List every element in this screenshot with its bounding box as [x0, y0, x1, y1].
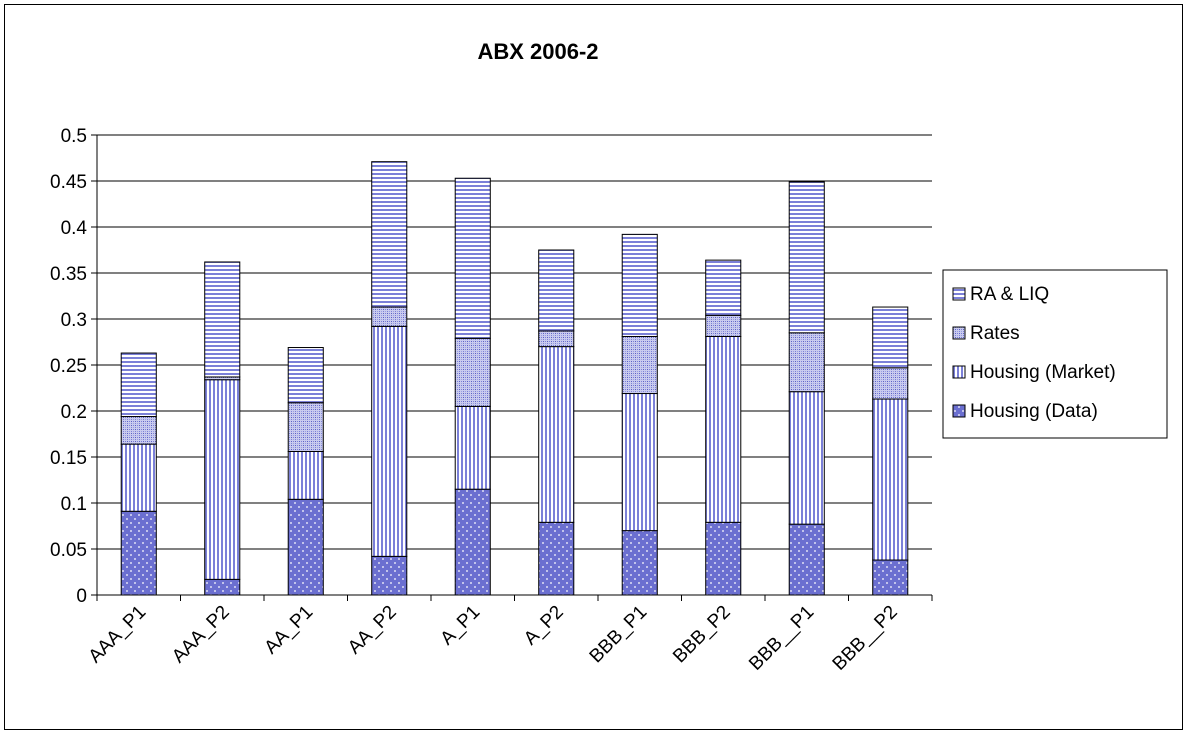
- bar-segment-housing-market: [538, 346, 575, 523]
- bar-segment-housing-market: [872, 398, 909, 561]
- bar-segment-rates: [538, 330, 575, 348]
- bar-segment-ra-liq: [705, 259, 742, 316]
- legend-label: Housing (Data): [970, 401, 1098, 422]
- bar-segment-rates: [705, 314, 742, 337]
- x-tick-label: A_P1: [437, 602, 485, 650]
- chart-frame: ABX 2006-2 0 0.05 0.1 0.15 0.2 0.25 0.3 0.35 0.4…: [4, 4, 1183, 730]
- bar-segment-ra-liq: [204, 261, 241, 378]
- x-tick-label: BBB_P2: [669, 602, 735, 668]
- legend-swatch: [952, 287, 966, 301]
- bar-segment-housing-data: [705, 521, 742, 596]
- bar-segment-housing-market: [120, 443, 157, 512]
- x-tick-label: AA_P1: [261, 602, 318, 659]
- bar-segment-ra-liq: [621, 233, 658, 337]
- bars: [120, 161, 909, 596]
- y-tick-label: 0.1: [61, 494, 87, 515]
- y-tick-label: 0.5: [61, 126, 87, 147]
- x-tick-label: A_P2: [520, 602, 568, 650]
- bar-segment-rates: [287, 402, 324, 452]
- bar-segment-housing-market: [204, 379, 241, 580]
- bar-segment-rates: [788, 332, 825, 393]
- x-tick-label: AA_P2: [344, 602, 401, 659]
- x-tick-label: AAA_P1: [85, 602, 151, 668]
- y-tick-label: 0.05: [50, 540, 87, 561]
- bar-segment-housing-data: [120, 510, 157, 596]
- bar-segment-housing-data: [538, 521, 575, 596]
- bar-segment-ra-liq: [287, 347, 324, 404]
- bar-segment-housing-data: [872, 559, 909, 596]
- y-tick-label: 0.35: [50, 264, 87, 285]
- x-tick-label: BBB__P2: [829, 602, 902, 675]
- y-axis: 0 0.05 0.1 0.15 0.2 0.25 0.3 0.35 0.4 0.45 0.5: [50, 126, 98, 607]
- y-tick-label: 0.4: [61, 218, 88, 239]
- bar-segment-rates: [120, 416, 157, 445]
- y-tick-label: 0.15: [50, 448, 87, 469]
- y-tick-label: 0.45: [50, 172, 87, 193]
- x-axis: AAA_P1 AAA_P2 AA_P1 AA_P2 A_P1 A_P2 BBB_P1 BBB_…: [85, 594, 933, 675]
- legend: RA & LIQ Rates Housing (Market) Housing (Da…: [942, 269, 1168, 439]
- bar-segment-ra-liq: [788, 181, 825, 334]
- legend-swatch: [952, 404, 966, 418]
- bar-segment-rates: [621, 335, 658, 395]
- x-tick-label: BBB_P1: [586, 602, 652, 668]
- legend-label: Housing (Market): [970, 362, 1116, 383]
- bar-segment-ra-liq: [454, 177, 491, 339]
- bar-segment-ra-liq: [371, 161, 408, 308]
- y-tick-label: 0: [76, 586, 87, 607]
- x-tick-label: AAA_P2: [168, 602, 234, 668]
- y-tick-label: 0.25: [50, 356, 87, 377]
- stacked-bar-chart: ABX 2006-2 0 0.05 0.1 0.15 0.2 0.25 0.3 0.35 0.4…: [50, 39, 1168, 675]
- bar-segment-housing-market: [621, 393, 658, 532]
- bar-segment-housing-market: [287, 450, 324, 500]
- bar-segment-housing-data: [788, 523, 825, 596]
- legend-swatch: [952, 326, 966, 340]
- bar-segment-housing-data: [454, 488, 491, 596]
- bar-segment-ra-liq: [872, 306, 909, 369]
- bar-segment-ra-liq: [538, 249, 575, 332]
- bar-segment-rates: [872, 367, 909, 400]
- x-tick-label: BBB__P1: [745, 602, 818, 675]
- bar-segment-housing-market: [788, 391, 825, 525]
- y-tick-label: 0.2: [61, 402, 87, 423]
- bar-segment-housing-market: [454, 405, 491, 490]
- bar-segment-ra-liq: [120, 352, 157, 418]
- bar-segment-rates: [371, 306, 408, 327]
- legend-swatch: [952, 365, 966, 379]
- bar-segment-housing-data: [287, 498, 324, 596]
- bar-segment-housing-market: [371, 325, 408, 557]
- legend-label: RA & LIQ: [970, 284, 1049, 305]
- chart-title: ABX 2006-2: [477, 39, 598, 64]
- bar-segment-rates: [454, 337, 491, 407]
- legend-box: [942, 269, 1168, 439]
- bar-segment-housing-data: [204, 578, 241, 596]
- bar-segment-housing-data: [621, 530, 658, 596]
- legend-label: Rates: [970, 323, 1020, 344]
- y-tick-label: 0.3: [61, 310, 87, 331]
- bar-segment-housing-market: [705, 335, 742, 523]
- bar-segment-housing-data: [371, 555, 408, 596]
